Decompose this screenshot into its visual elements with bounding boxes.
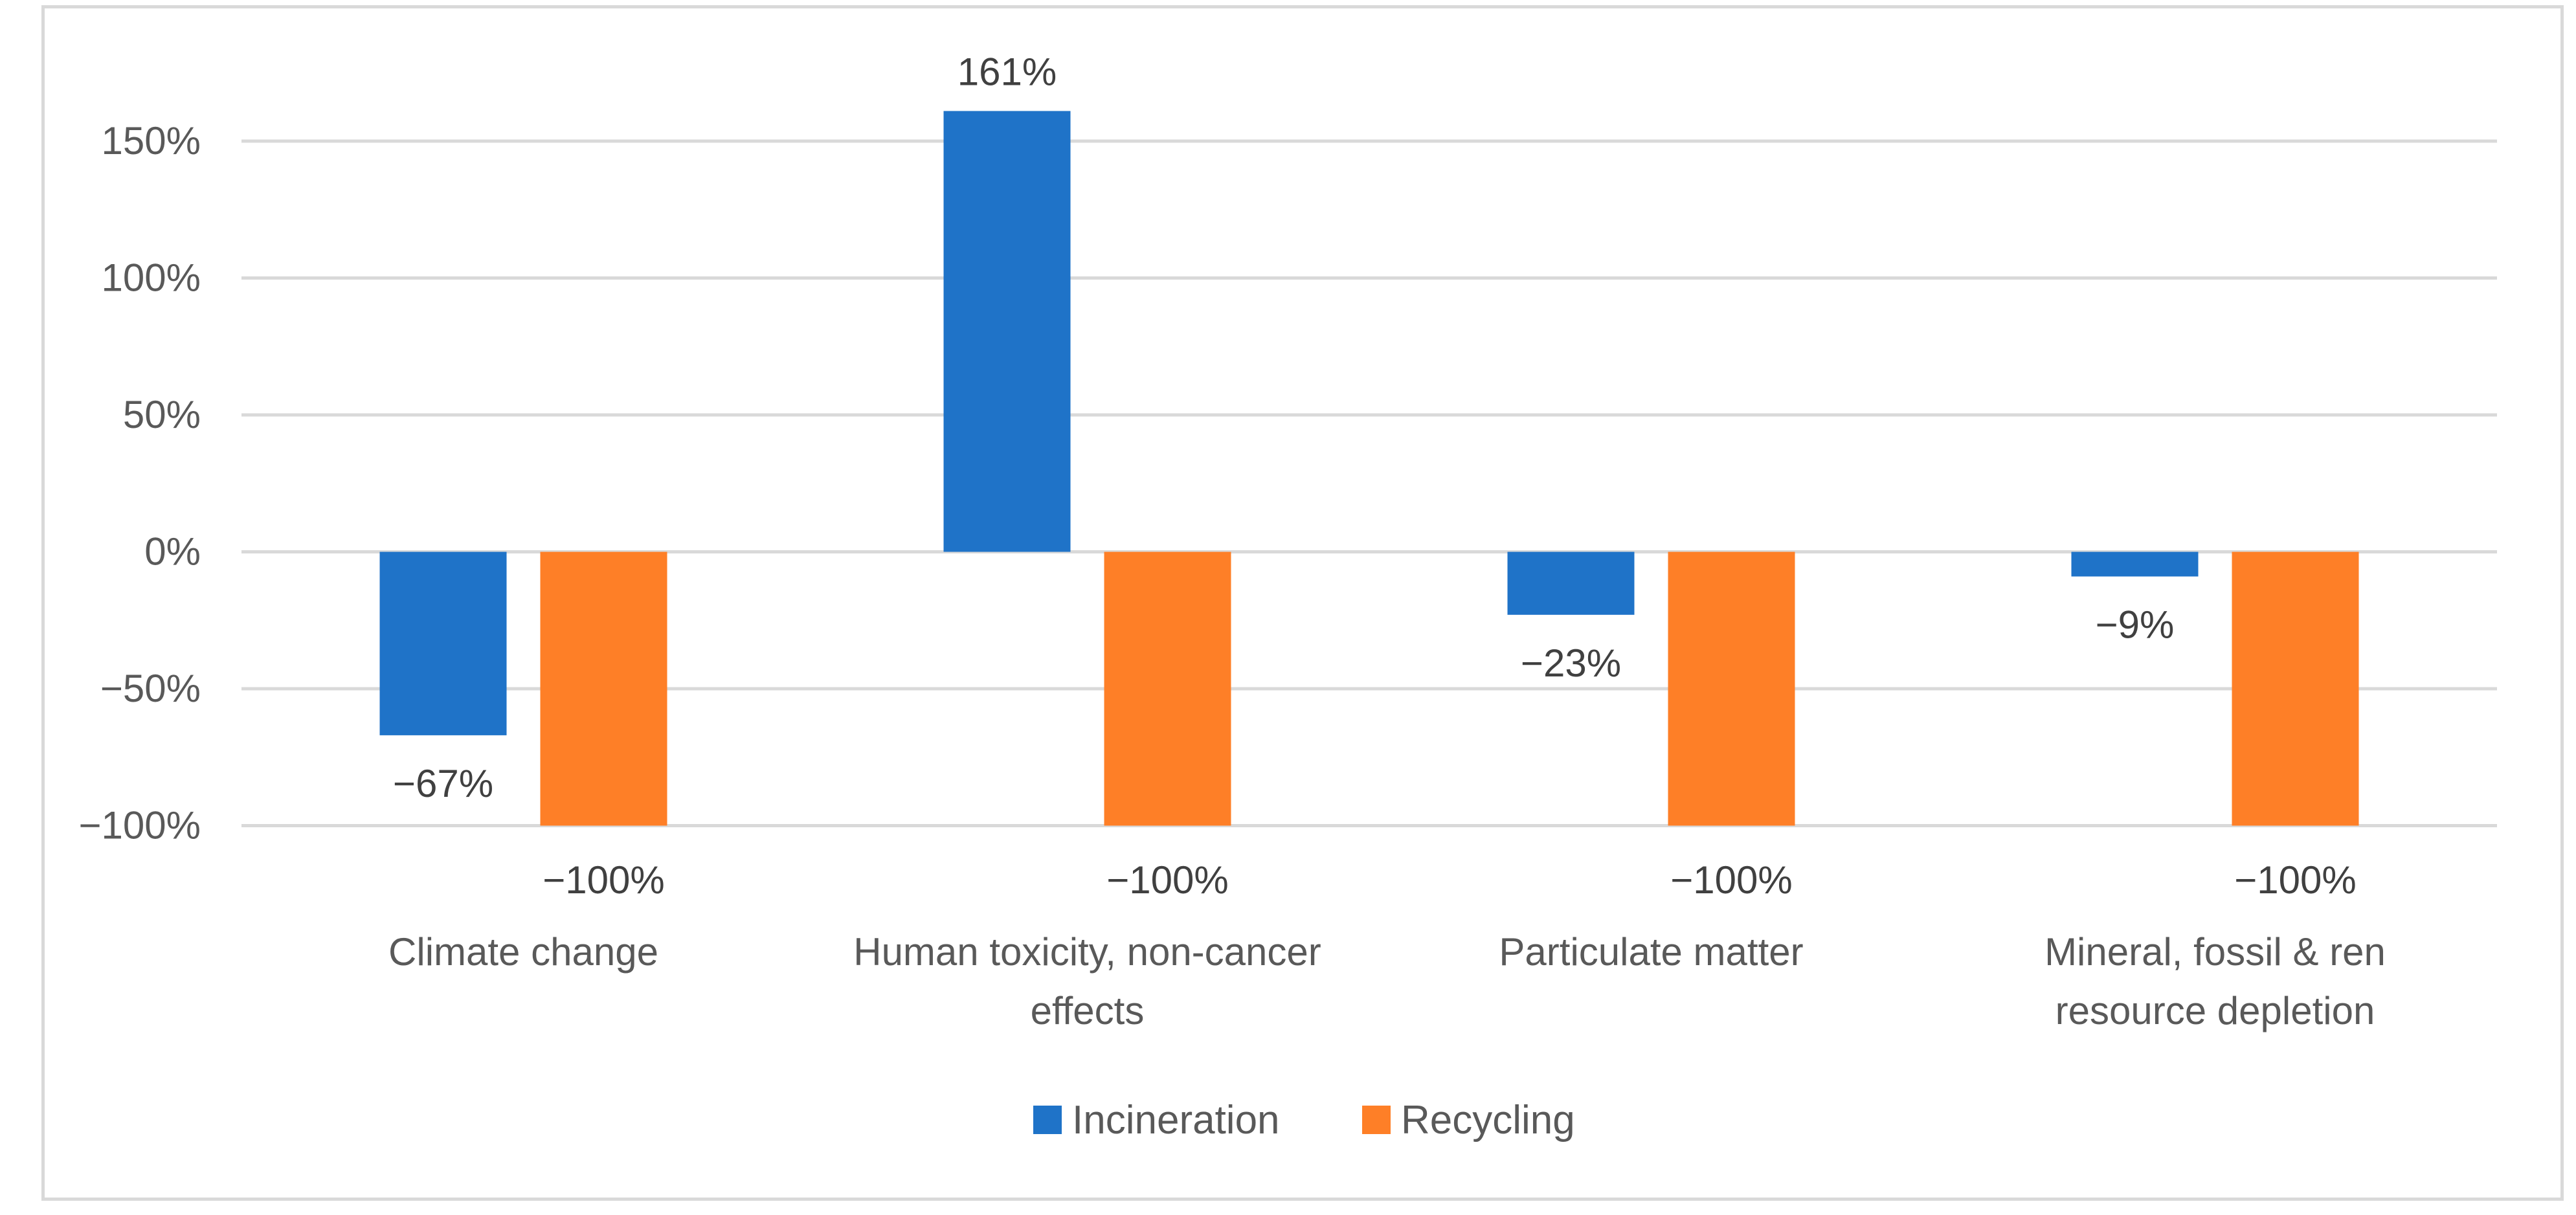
bar-recycling — [2232, 552, 2359, 826]
legend-swatch-incineration — [1033, 1106, 1062, 1134]
y-tick-label: −100% — [79, 804, 201, 847]
bar-incineration — [1507, 552, 1635, 615]
x-category-label: Climate change — [388, 930, 658, 974]
bar-incineration — [379, 552, 507, 735]
data-label: −9% — [2096, 603, 2175, 647]
data-label: −100% — [543, 858, 665, 902]
bar-recycling — [1104, 552, 1231, 826]
y-tick-label: 100% — [102, 256, 201, 300]
legend-label-incineration: Incineration — [1072, 1098, 1280, 1143]
bar-recycling — [540, 552, 667, 826]
y-tick-label: 150% — [102, 119, 201, 162]
data-labels: −67% −100% 161% −100% −23% −100% −9% −100% — [393, 50, 2357, 902]
bars — [379, 111, 2359, 826]
x-category-label: Mineral, fossil & ren — [2044, 930, 2386, 974]
bar-incineration — [943, 111, 1071, 552]
x-category-label: Human toxicity, non-cancer — [853, 930, 1321, 974]
bar-recycling — [1668, 552, 1795, 826]
data-label: −100% — [1106, 858, 1229, 902]
y-tick-label: −50% — [100, 667, 201, 710]
data-label: −100% — [2234, 858, 2357, 902]
x-category-label: effects — [1031, 989, 1145, 1032]
x-category-label: resource depletion — [2055, 989, 2375, 1032]
y-tick-label: 0% — [144, 530, 201, 574]
x-axis: Climate change Human toxicity, non-cancer… — [388, 930, 2386, 1032]
x-category-label: Particulate matter — [1499, 930, 1803, 974]
data-label: −23% — [1521, 641, 1621, 685]
y-tick-label: 50% — [123, 393, 201, 436]
data-label: −67% — [393, 762, 493, 805]
bar-incineration — [2071, 552, 2199, 577]
legend-label-recycling: Recycling — [1401, 1098, 1575, 1143]
data-label: 161% — [958, 50, 1057, 93]
legend: Incineration Recycling — [1033, 1098, 1575, 1143]
legend-swatch-recycling — [1362, 1106, 1391, 1134]
data-label: −100% — [1670, 858, 1793, 902]
y-axis: 150% 100% 50% 0% −50% −100% — [79, 119, 201, 847]
